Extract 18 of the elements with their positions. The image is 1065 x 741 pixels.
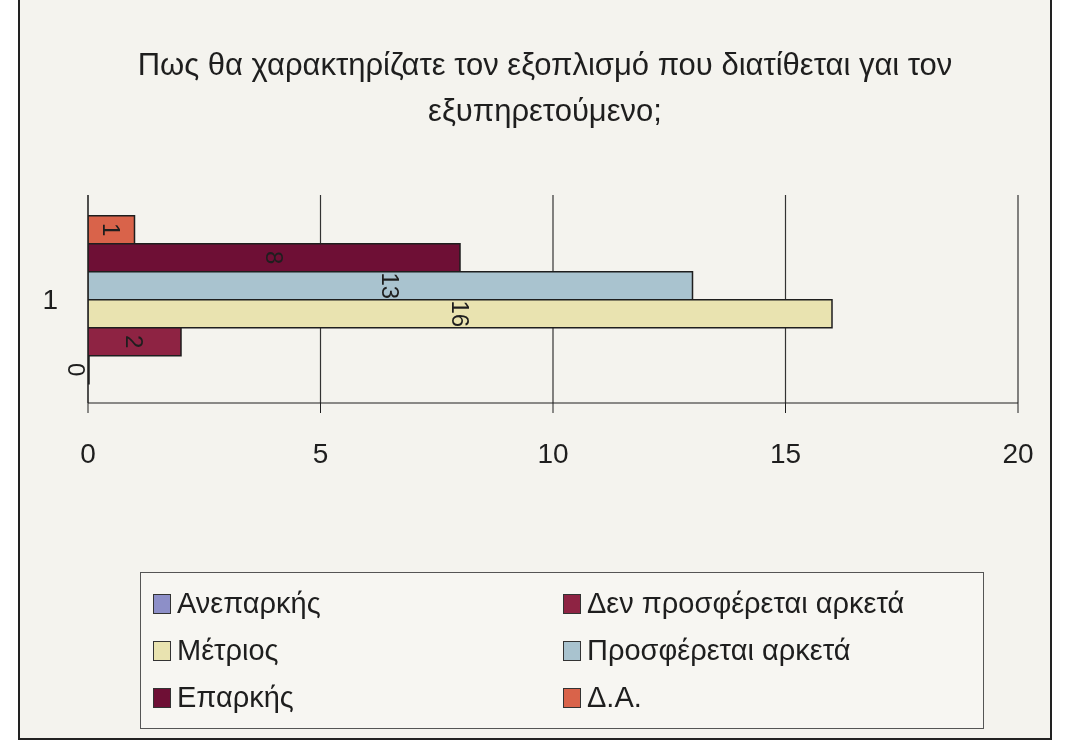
data-label: 1 xyxy=(97,223,125,237)
data-label: 13 xyxy=(376,272,404,300)
data-label: 16 xyxy=(446,300,474,328)
x-tick-label: 10 xyxy=(537,437,569,469)
x-tick-label: 20 xyxy=(1002,437,1034,469)
legend-label: Μέτριος xyxy=(177,634,279,667)
legend-label: Δ.Α. xyxy=(587,681,642,714)
legend-label: Δεν προσφέρεται αρκετά xyxy=(587,587,905,620)
x-tick-label: 5 xyxy=(312,437,329,469)
legend-label: Επαρκής xyxy=(177,681,294,714)
x-tick-label: 0 xyxy=(80,437,96,469)
legend-label: Προσφέρεται αρκετά xyxy=(587,634,851,667)
data-label: 2 xyxy=(121,335,148,349)
x-tick-label: 15 xyxy=(769,437,802,469)
data-label: 8 xyxy=(260,251,288,265)
legend-label: Ανεπαρκής xyxy=(177,587,321,620)
chart-title: Πως θα χαρακτηρίζατε τον εξοπλισμό που διατίθεται γαι τον εξυπηρετούμενο; xyxy=(136,46,954,130)
data-label: 0 xyxy=(62,363,90,377)
